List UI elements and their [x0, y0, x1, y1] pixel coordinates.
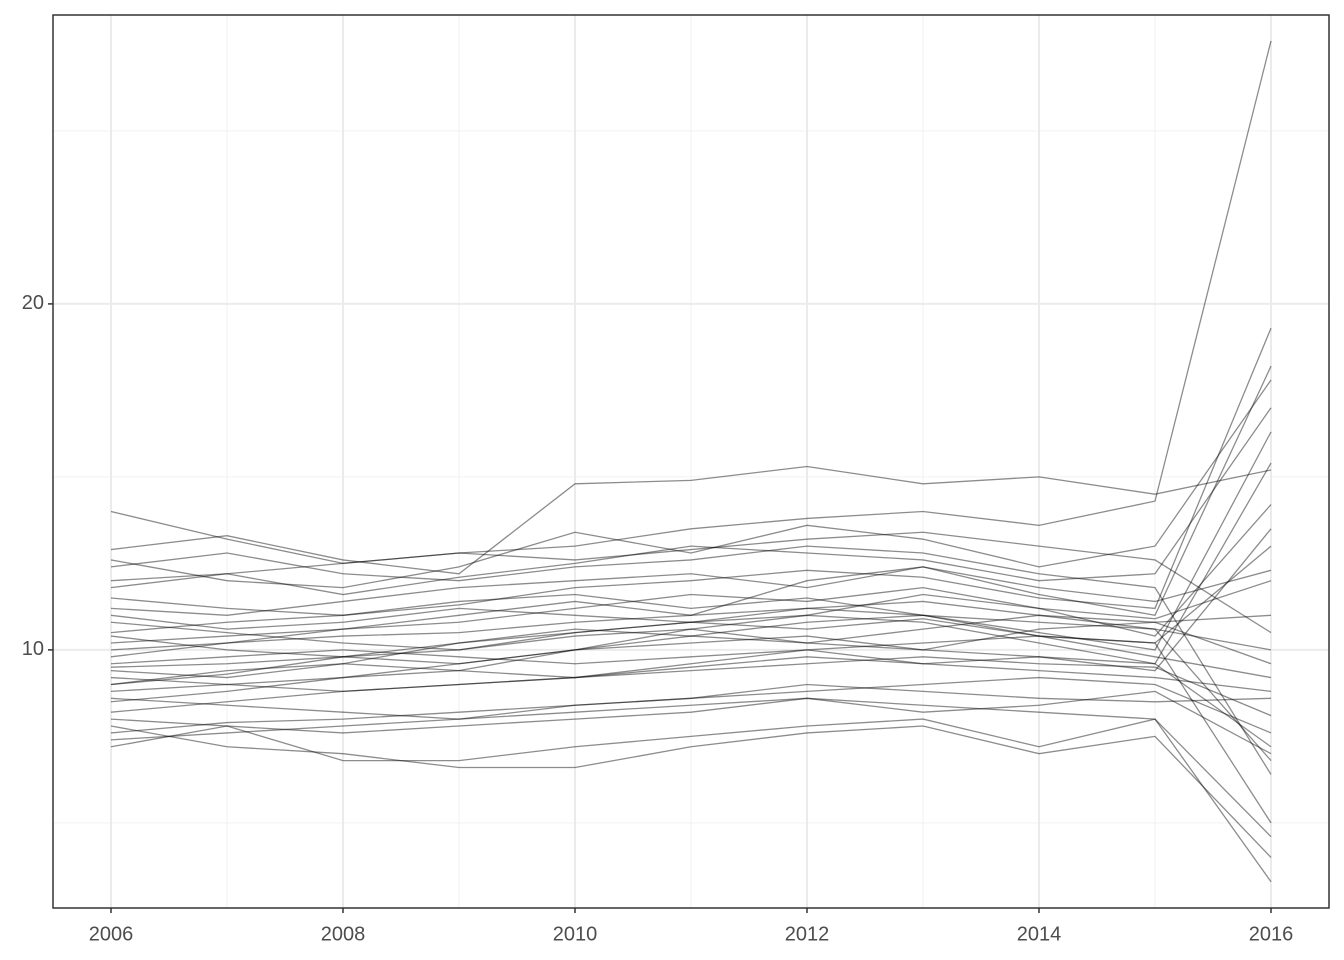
x-tick-label: 2008	[321, 923, 366, 945]
series-line	[110, 407, 1272, 596]
series-line	[110, 40, 1272, 565]
y-tick-label: 20	[22, 292, 44, 314]
series-line	[110, 465, 1272, 575]
series-line	[110, 718, 1272, 883]
series-line	[110, 656, 1272, 717]
series-line	[110, 327, 1272, 634]
series-line	[110, 365, 1272, 658]
series-line	[110, 566, 1272, 616]
series-line	[110, 635, 1272, 824]
series-line	[110, 528, 1272, 686]
series-line	[110, 431, 1272, 686]
series-line	[110, 676, 1272, 734]
series-line	[110, 531, 1272, 634]
series-line	[110, 614, 1272, 679]
series-line	[110, 504, 1272, 644]
series-line	[110, 690, 1272, 755]
series-line	[110, 545, 1272, 775]
series-line	[110, 379, 1272, 589]
series-line	[110, 656, 1272, 713]
series-line	[110, 621, 1272, 748]
series-line	[110, 580, 1272, 630]
x-tick-label: 2016	[1249, 923, 1294, 945]
series-line	[110, 614, 1272, 693]
series-line	[110, 593, 1272, 762]
series-line	[110, 462, 1272, 703]
x-tick-label: 2010	[553, 923, 598, 945]
series-line	[110, 545, 1272, 668]
x-tick-label: 2006	[89, 923, 134, 945]
series-line	[110, 697, 1272, 838]
x-tick-label: 2014	[1017, 923, 1062, 945]
series-line	[110, 725, 1272, 858]
series-line	[110, 614, 1272, 679]
panel-border	[52, 14, 1330, 909]
series-line	[110, 683, 1272, 720]
x-tick-label: 2012	[785, 923, 830, 945]
y-tick-label: 10	[22, 638, 44, 660]
series-line	[110, 600, 1272, 651]
